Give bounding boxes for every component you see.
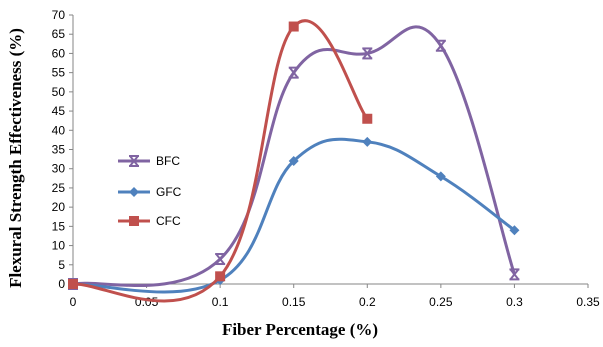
- series-gfc: [68, 136, 520, 294]
- data-point-bfc: [362, 47, 373, 60]
- legend-label: CFC: [156, 214, 181, 228]
- x-tick-label: 0.2: [359, 295, 376, 309]
- x-tick-label: 0.35: [576, 295, 600, 309]
- y-tick-label: 30: [52, 162, 66, 176]
- legend-item-bfc: BFC: [118, 154, 180, 168]
- data-point-gfc: [435, 171, 446, 182]
- y-tick-label: 55: [52, 66, 66, 80]
- legend-label: GFC: [156, 185, 182, 199]
- data-point-cfc: [288, 21, 299, 32]
- x-tick-label: 0.3: [506, 295, 523, 309]
- series-cfc: [68, 19, 373, 303]
- y-tick-label: 25: [52, 181, 66, 195]
- y-tick-label: 70: [52, 8, 66, 22]
- series-line-cfc: [72, 19, 369, 303]
- x-axis-ticks: 0 0.05 0.1 0.15 0.2 0.25 0.3 0.35: [70, 284, 600, 309]
- y-axis-title: Flexural Strength Effectiveness (%): [6, 28, 25, 288]
- x-tick-label: 0.15: [282, 295, 306, 309]
- x-tick-label: 0.1: [212, 295, 229, 309]
- data-point-cfc: [215, 271, 226, 282]
- data-point-bfc: [435, 39, 446, 52]
- x-tick-label: 0: [70, 295, 77, 309]
- legend-marker: [129, 187, 139, 197]
- y-tick-label: 5: [58, 258, 65, 272]
- data-point-bfc: [288, 66, 299, 79]
- legend-label: BFC: [156, 154, 180, 168]
- y-tick-label: 35: [52, 143, 66, 157]
- data-point-bfc: [215, 253, 226, 266]
- data-point-gfc: [509, 225, 520, 236]
- y-tick-label: 15: [52, 219, 66, 233]
- legend-item-cfc: CFC: [118, 214, 181, 228]
- x-tick-label: 0.25: [429, 295, 453, 309]
- y-tick-label: 50: [52, 85, 66, 99]
- legend-marker: [129, 155, 139, 167]
- y-tick-label: 60: [52, 46, 66, 60]
- data-point-cfc: [362, 113, 373, 124]
- y-tick-label: 45: [52, 104, 66, 118]
- data-point-gfc: [362, 136, 373, 147]
- legend-marker: [129, 216, 139, 226]
- series-layer: [68, 19, 520, 303]
- legend-item-gfc: GFC: [118, 185, 182, 199]
- y-tick-label: 10: [52, 239, 66, 253]
- series-line-bfc: [72, 25, 516, 287]
- data-point-cfc: [68, 279, 78, 289]
- y-tick-label: 0: [58, 277, 65, 291]
- data-point-bfc: [509, 268, 520, 281]
- data-point-gfc: [288, 156, 299, 167]
- y-tick-label: 65: [52, 27, 66, 41]
- x-axis-title: Fiber Percentage (%): [222, 320, 378, 339]
- y-tick-label: 40: [52, 123, 66, 137]
- legend: BFC GFC CFC: [118, 154, 182, 228]
- y-tick-label: 20: [52, 200, 66, 214]
- y-axis-ticks: 0 5 10 15 20 25 30 35 40 45 50 55 60 65 70: [52, 8, 73, 291]
